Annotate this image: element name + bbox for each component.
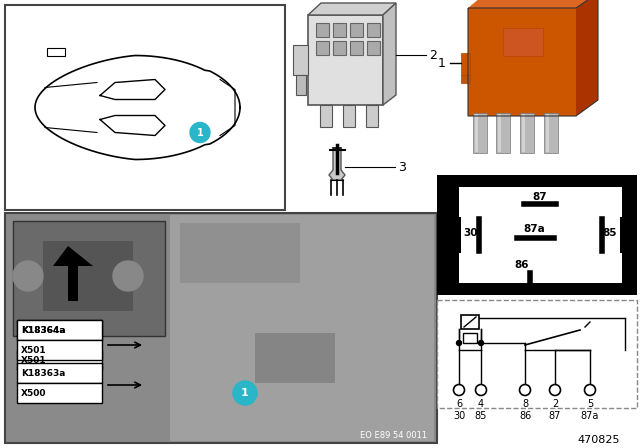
Bar: [316, 23, 329, 37]
Text: 2: 2: [552, 399, 558, 409]
Text: 87a: 87a: [581, 411, 599, 421]
Circle shape: [520, 384, 531, 396]
Bar: [293, 45, 308, 75]
Bar: [170, 215, 434, 441]
Bar: [461, 315, 479, 329]
Text: 4: 4: [478, 399, 484, 409]
Text: EO E89 54 0011: EO E89 54 0011: [360, 431, 427, 439]
Bar: [367, 41, 380, 55]
Bar: [5, 213, 437, 443]
Text: 30: 30: [464, 228, 478, 238]
Text: K18363a: K18363a: [21, 369, 65, 378]
Bar: [180, 223, 300, 283]
Circle shape: [233, 381, 257, 405]
Circle shape: [13, 261, 43, 291]
Bar: [17, 383, 102, 403]
Text: X500: X500: [21, 388, 47, 397]
Bar: [296, 75, 306, 95]
Text: 87a: 87a: [523, 224, 545, 234]
Bar: [350, 23, 363, 37]
Text: 2: 2: [429, 48, 437, 61]
Text: 3: 3: [398, 160, 406, 173]
Text: 1: 1: [196, 128, 204, 138]
Polygon shape: [468, 0, 598, 8]
Bar: [461, 53, 470, 75]
Bar: [333, 41, 346, 55]
Text: 85: 85: [603, 228, 617, 238]
Text: K18364a: K18364a: [21, 326, 65, 335]
Bar: [5, 5, 285, 210]
Polygon shape: [329, 150, 345, 180]
Bar: [320, 105, 332, 127]
Bar: [316, 41, 329, 55]
Circle shape: [550, 384, 561, 396]
Bar: [17, 350, 102, 370]
Bar: [13, 221, 165, 336]
Bar: [17, 320, 102, 340]
Bar: [308, 15, 383, 105]
Polygon shape: [576, 0, 598, 116]
Bar: [459, 187, 622, 283]
Bar: [350, 41, 363, 55]
Bar: [437, 300, 637, 408]
Text: K18364a: K18364a: [21, 326, 65, 335]
Bar: [17, 363, 102, 383]
Text: X501: X501: [21, 345, 47, 354]
Bar: [620, 217, 637, 253]
Bar: [47, 47, 65, 56]
Bar: [520, 113, 534, 153]
Text: 85: 85: [475, 411, 487, 421]
Polygon shape: [383, 3, 396, 105]
Bar: [367, 23, 380, 37]
Bar: [437, 175, 637, 295]
Text: 86: 86: [519, 411, 531, 421]
Text: X501: X501: [21, 356, 47, 365]
Bar: [255, 333, 335, 383]
Bar: [17, 340, 102, 360]
Circle shape: [456, 340, 461, 345]
Polygon shape: [53, 246, 93, 301]
Text: 87: 87: [532, 192, 547, 202]
Bar: [366, 105, 378, 127]
Polygon shape: [308, 3, 396, 15]
Text: 470825: 470825: [577, 435, 620, 445]
Text: 6: 6: [456, 399, 462, 409]
Text: 5: 5: [587, 399, 593, 409]
Circle shape: [476, 384, 486, 396]
Bar: [463, 333, 477, 343]
Circle shape: [113, 261, 143, 291]
Text: 1: 1: [241, 388, 249, 398]
Bar: [437, 217, 461, 253]
Bar: [496, 113, 510, 153]
Bar: [333, 23, 346, 37]
Text: 30: 30: [453, 411, 465, 421]
Bar: [544, 113, 558, 153]
Text: 86: 86: [515, 260, 529, 270]
Circle shape: [479, 340, 483, 345]
Bar: [17, 320, 102, 340]
Circle shape: [454, 384, 465, 396]
Bar: [473, 113, 487, 153]
Bar: [468, 8, 576, 116]
Circle shape: [584, 384, 595, 396]
Text: 87: 87: [549, 411, 561, 421]
Bar: [43, 241, 133, 311]
Bar: [461, 75, 470, 83]
Circle shape: [190, 122, 210, 142]
Bar: [503, 28, 543, 56]
Bar: [343, 105, 355, 127]
Text: 1: 1: [438, 56, 446, 69]
Text: 8: 8: [522, 399, 528, 409]
